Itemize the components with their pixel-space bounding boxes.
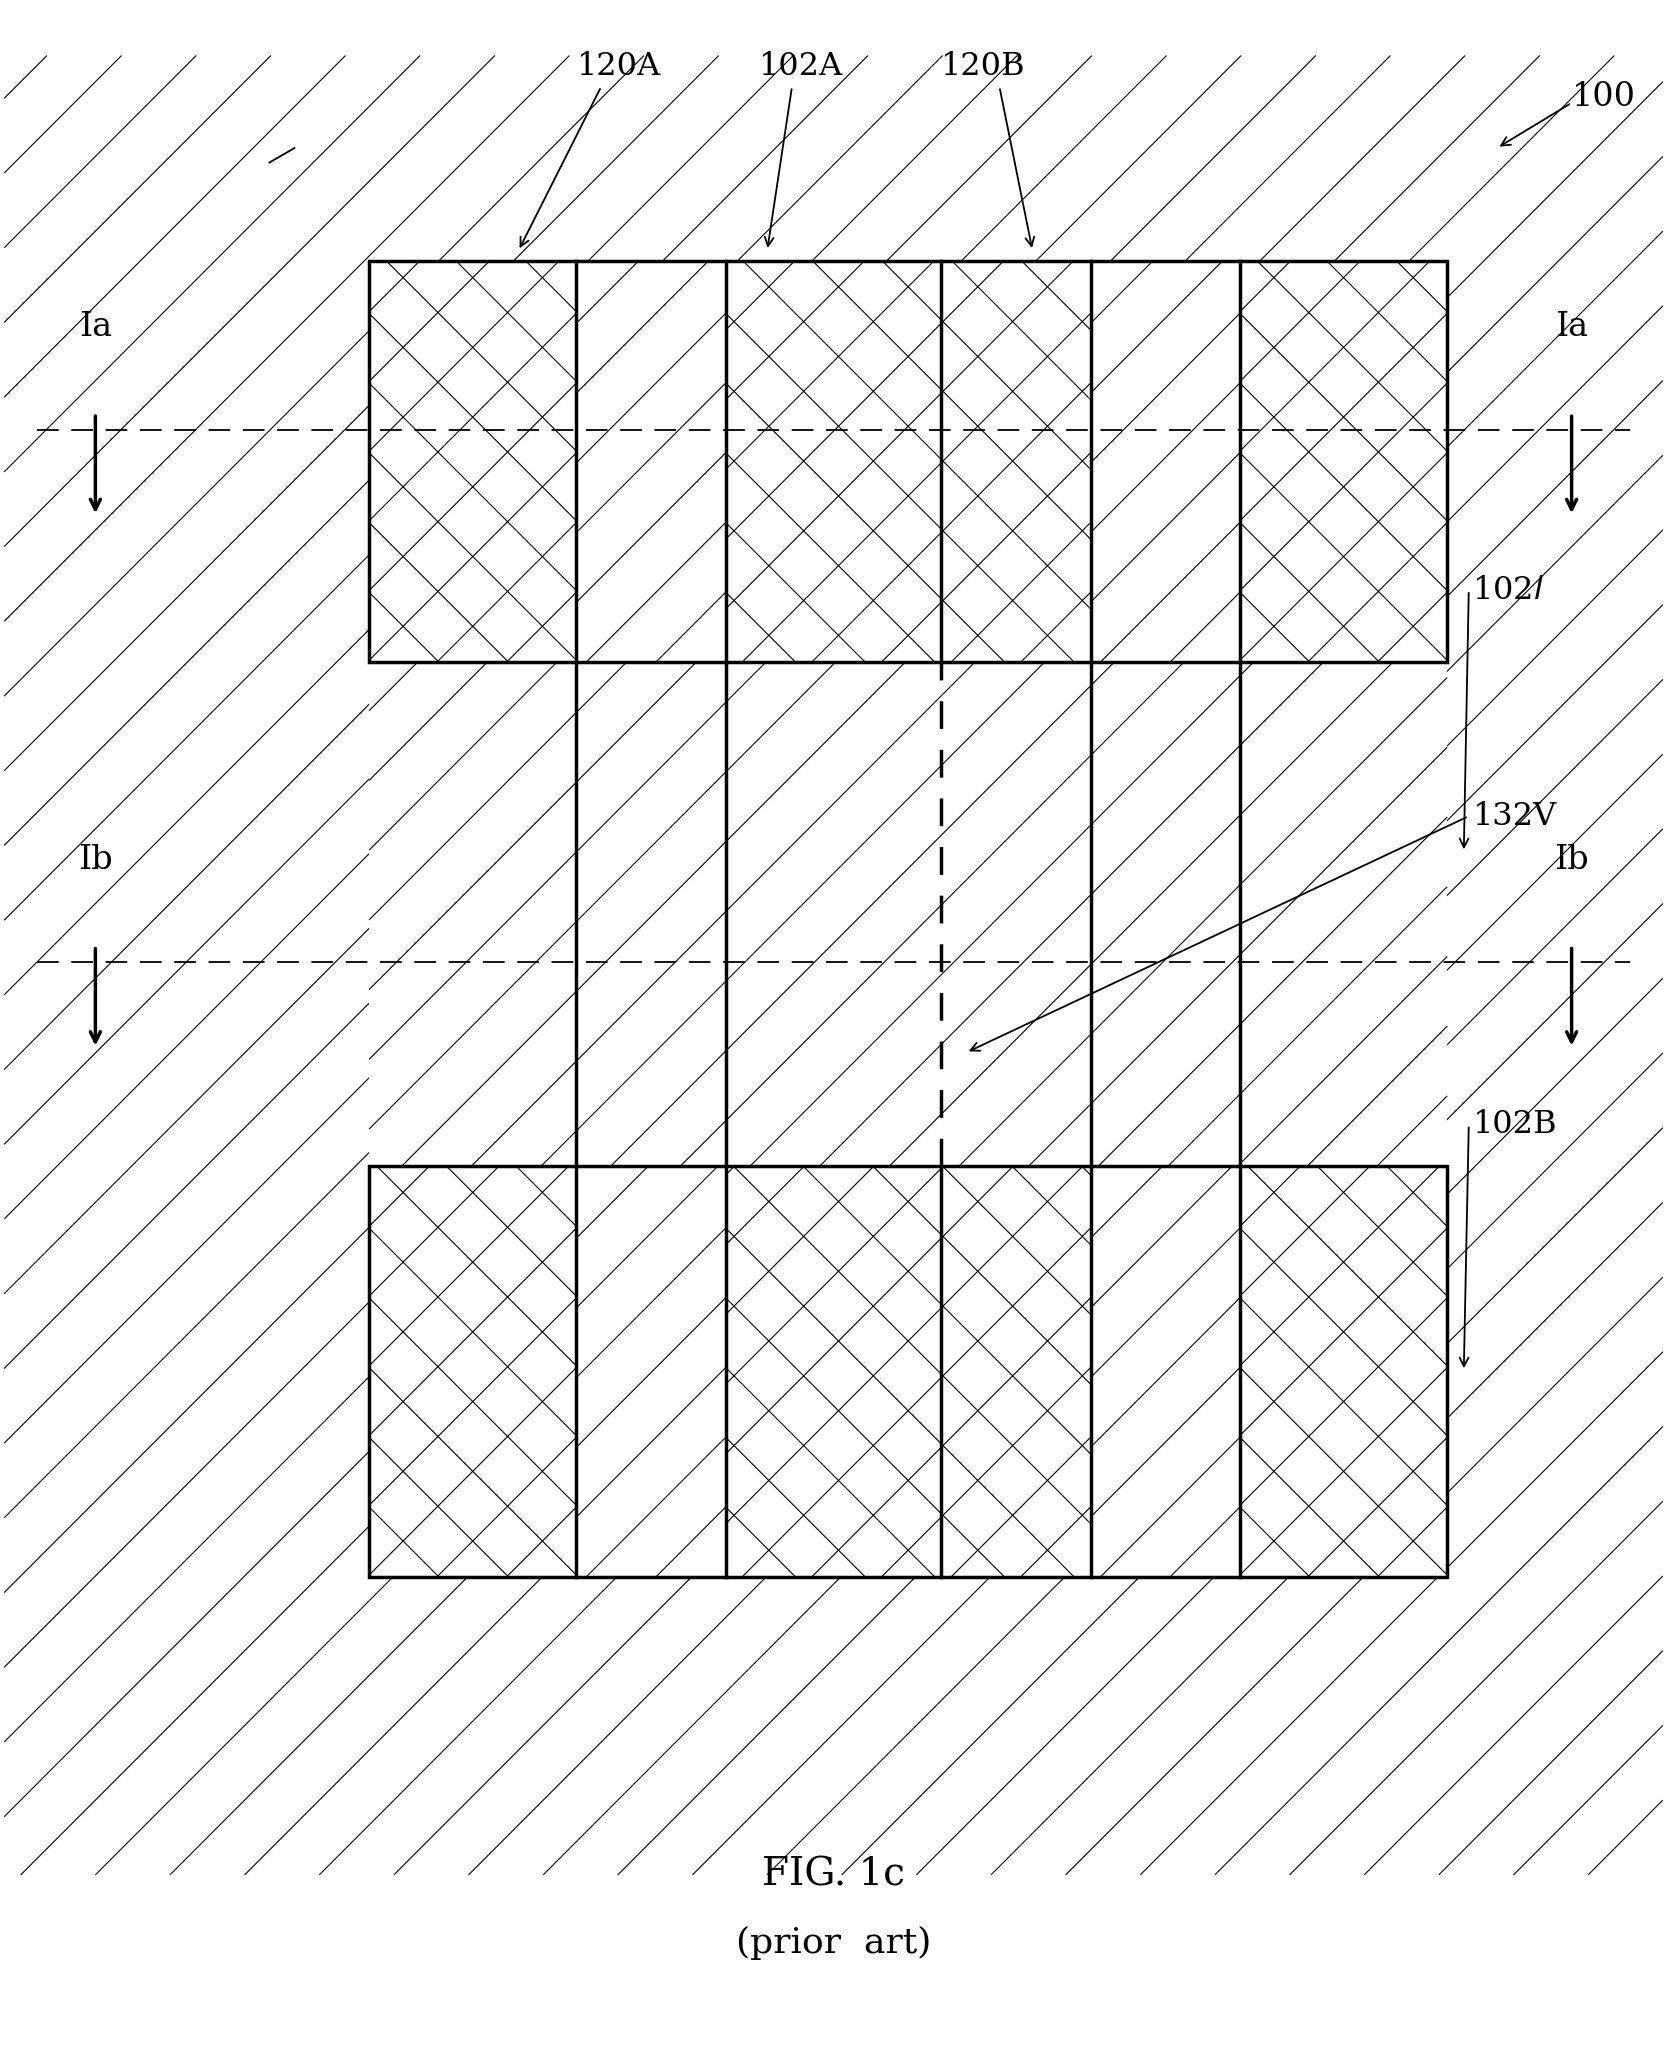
Text: Ib: Ib [78, 844, 113, 875]
Bar [368, 262, 1447, 663]
Text: 102$\mathit{l}$: 102$\mathit{l}$ [1472, 574, 1544, 605]
Bar [368, 262, 1447, 663]
Text: 132V: 132V [1472, 801, 1557, 832]
Text: 120B: 120B [940, 52, 1025, 83]
Bar [368, 1166, 1447, 1577]
Text: Ib: Ib [1554, 844, 1589, 875]
Text: FIG. 1c: FIG. 1c [762, 1856, 905, 1893]
Text: 102B: 102B [1472, 1108, 1557, 1139]
Text: (prior  art): (prior art) [735, 1926, 932, 1959]
Bar [368, 1166, 1447, 1577]
Text: Ia: Ia [1555, 312, 1589, 343]
Text: 100: 100 [1572, 80, 1635, 114]
Bar [368, 663, 1447, 1166]
Text: Ia: Ia [78, 312, 112, 343]
Text: 102A: 102A [758, 52, 842, 83]
Text: 120A: 120A [575, 52, 660, 83]
